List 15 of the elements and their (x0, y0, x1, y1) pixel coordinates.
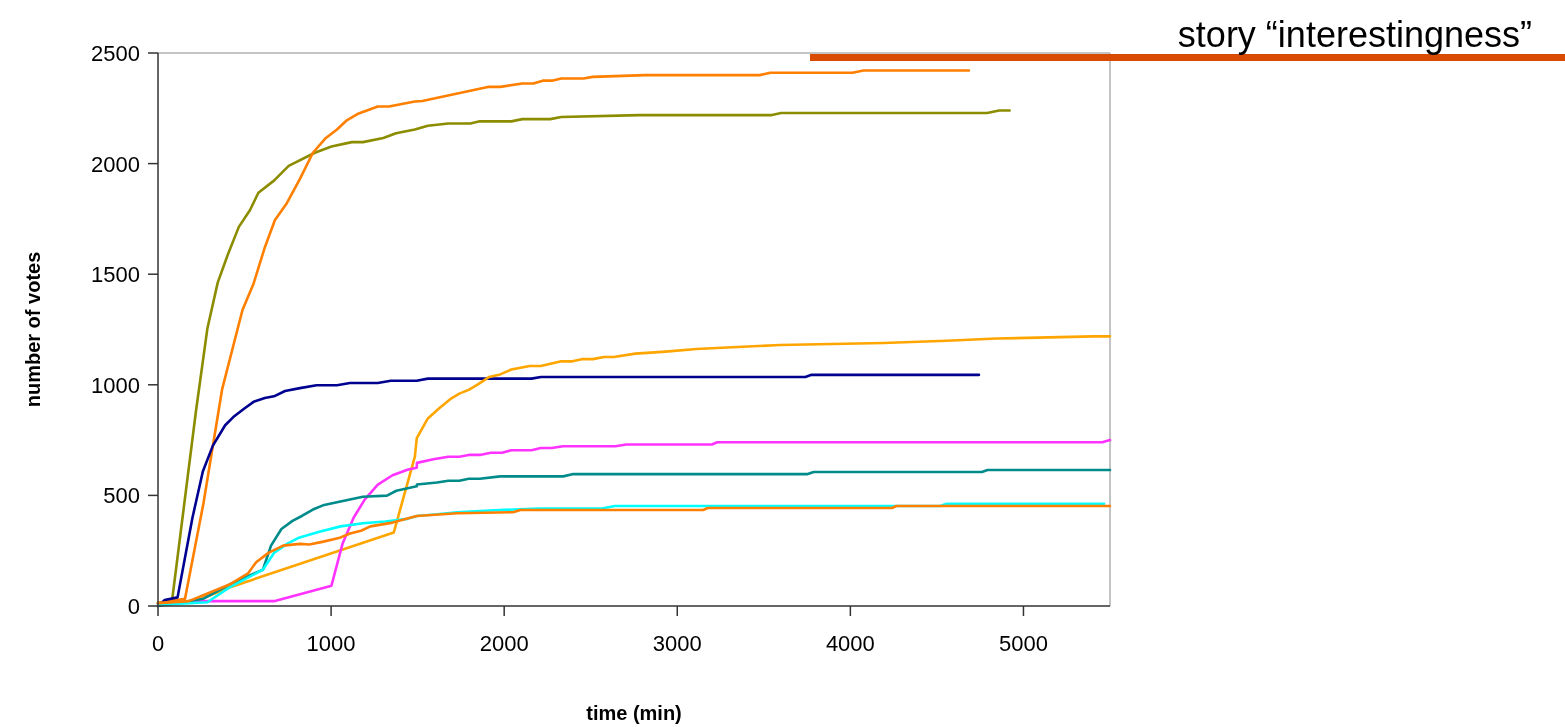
y-tick-label: 1500 (91, 262, 140, 288)
x-tick-label: 4000 (825, 631, 875, 656)
x-tick-label: 3000 (652, 631, 702, 656)
y-tick-label: 2000 (91, 151, 140, 177)
x-tick-label: 2000 (479, 631, 529, 656)
x-tick-label: 1000 (306, 631, 356, 656)
y-tick-label: 1000 (91, 372, 140, 398)
y-tick-label: 2500 (91, 41, 140, 66)
y-tick-label: 0 (127, 594, 140, 619)
y-tick-label: 500 (103, 483, 140, 509)
x-tick-label: 0 (151, 631, 165, 656)
text: story “interestingness” (1177, 14, 1532, 55)
x-tick-label: 5000 (998, 631, 1048, 656)
y-axis-title: number of votes (22, 251, 44, 408)
x-axis-title: time (min) (586, 702, 682, 724)
